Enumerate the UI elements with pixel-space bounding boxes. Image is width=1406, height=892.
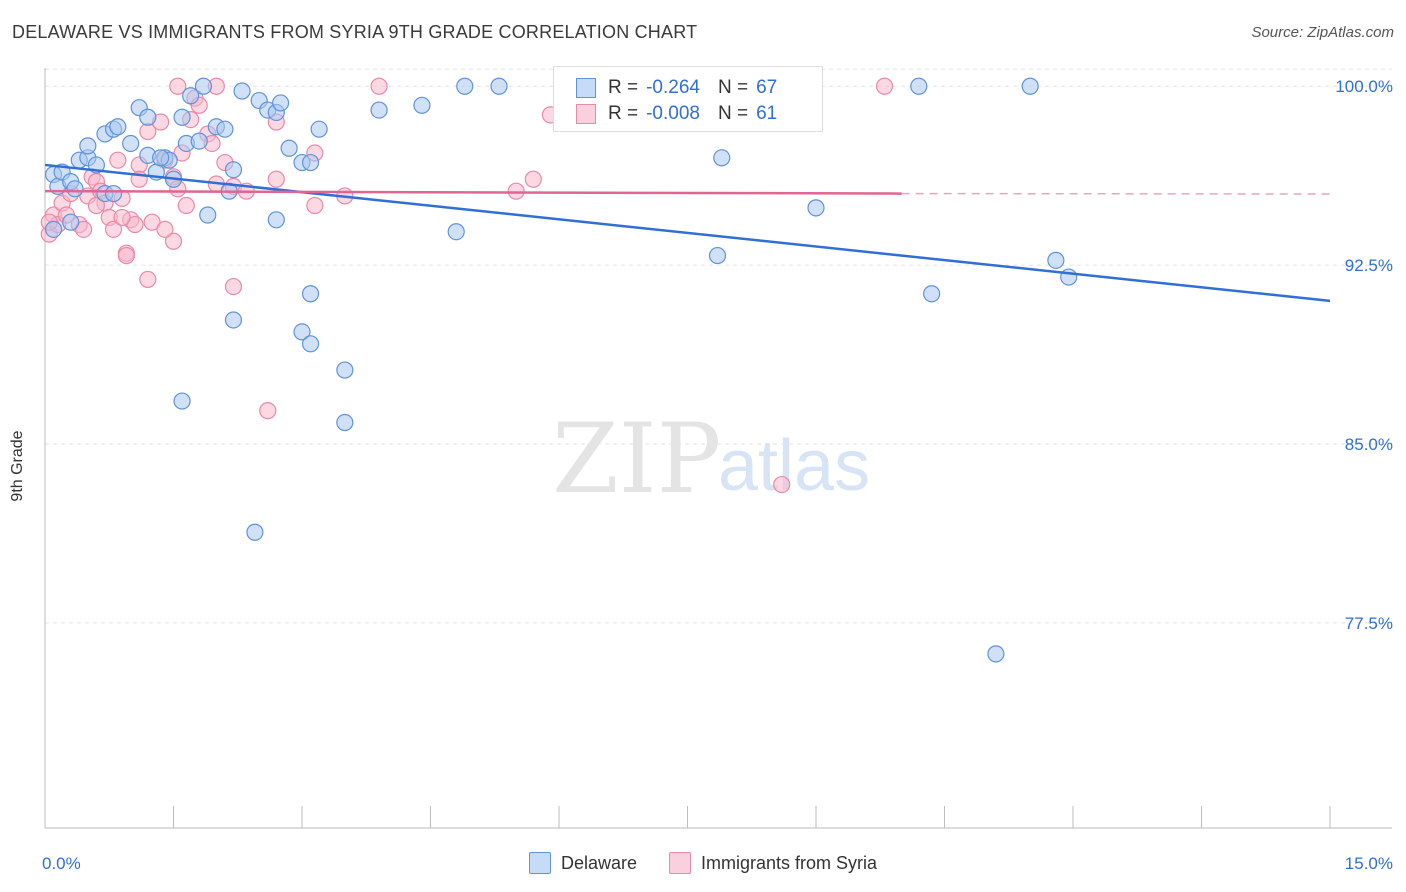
delaware-point [987, 645, 1005, 663]
series-legend: Delaware Immigrants from Syria [0, 852, 1406, 874]
delaware-point [122, 134, 140, 153]
syria-point [156, 220, 174, 238]
syria-point [177, 196, 195, 215]
n-value: 67 [756, 77, 778, 98]
delaware-point [173, 108, 191, 126]
x-tick-label: 15.0% [1345, 854, 1393, 873]
delaware-point [1047, 251, 1065, 269]
delaware-point [109, 118, 127, 136]
syria-point [109, 151, 127, 169]
delaware-point [447, 223, 465, 241]
syria-swatch [576, 104, 596, 124]
r-value: -0.008 [646, 103, 700, 124]
delaware-point [490, 77, 508, 95]
delaware-point [66, 180, 84, 198]
syria-point [104, 220, 123, 238]
delaware-point [267, 211, 285, 229]
delaware-point [79, 137, 97, 155]
delaware-point [910, 77, 928, 95]
syria-point [259, 402, 277, 420]
watermark-zip: ZIP [552, 403, 721, 515]
delaware-point [301, 153, 320, 172]
delaware-point [336, 361, 354, 379]
delaware-swatch [576, 78, 596, 98]
syria-point [524, 170, 542, 188]
delaware-point [152, 149, 170, 167]
delaware-point [271, 94, 290, 112]
syria-point [126, 215, 144, 234]
y-tick-label: 92.5% [1345, 256, 1393, 275]
source-credit: Source: ZipAtlas.com [1251, 24, 1394, 41]
syria-point [113, 208, 131, 227]
syria-point [143, 213, 161, 231]
delaware-point [301, 285, 320, 303]
syria-point [164, 232, 183, 250]
delaware-point [708, 246, 727, 265]
delaware-point [246, 523, 264, 541]
syria-point [117, 246, 135, 265]
syria-point [773, 475, 791, 494]
delaware-point [190, 132, 208, 150]
delaware-point [62, 213, 80, 231]
delaware-point [139, 108, 157, 126]
stats-legend: R = -0.264 N = 67 R = -0.008 N = 61 [553, 66, 823, 132]
delaware-point [713, 149, 731, 167]
watermark-atlas: atlas [718, 426, 870, 506]
legend-label: Immigrants from Syria [701, 852, 878, 873]
x-tick-label: 0.0% [42, 854, 81, 873]
delaware-point [456, 77, 474, 95]
delaware-point [293, 323, 311, 341]
syria-point [87, 196, 106, 215]
y-axis-label: 9th Grade [9, 430, 26, 502]
syria-point [370, 77, 388, 95]
delaware-point [216, 120, 234, 138]
delaware-point [224, 161, 243, 179]
r-label: R = [608, 103, 639, 124]
y-tick-label: 100.0% [1335, 77, 1393, 96]
legend-label: Delaware [560, 852, 637, 873]
delaware-point [923, 285, 941, 303]
delaware-point [280, 139, 298, 157]
delaware-point [194, 77, 213, 95]
delaware-trend-line [44, 163, 1331, 303]
legend-item-syria[interactable]: Immigrants from Syria [669, 852, 877, 874]
r-label: R = [608, 77, 639, 98]
syria-point [224, 277, 243, 296]
syria-legend-swatch [669, 852, 691, 874]
legend-item-delaware[interactable]: Delaware [528, 852, 637, 874]
delaware-point [336, 413, 354, 432]
delaware-legend-swatch [528, 852, 551, 874]
syria-point [306, 196, 324, 215]
syria-point [267, 170, 285, 188]
chart-title: DELAWARE VS IMMIGRANTS FROM SYRIA 9TH GR… [12, 22, 698, 42]
delaware-point [301, 335, 320, 353]
syria-point [139, 270, 157, 289]
syria-point [74, 220, 93, 238]
syria-point [875, 77, 894, 95]
syria-point [507, 182, 525, 200]
delaware-point [224, 311, 243, 329]
delaware-point [370, 101, 388, 119]
syria-trend-line [44, 189, 902, 195]
delaware-point [310, 120, 328, 138]
delaware-point [233, 82, 251, 100]
delaware-point [1021, 77, 1039, 95]
n-value: 61 [756, 103, 778, 124]
delaware-point [173, 392, 191, 410]
y-tick-label: 77.5% [1345, 614, 1393, 633]
y-tick-label: 85.0% [1345, 435, 1393, 454]
delaware-point [807, 199, 825, 217]
delaware-point [182, 87, 200, 105]
delaware-point [104, 184, 123, 203]
n-label: N = [717, 103, 749, 124]
r-value: -0.264 [646, 77, 700, 98]
delaware-point [44, 220, 63, 238]
stats-row-syria: R = -0.008 N = 61 [576, 101, 777, 127]
syria-point [169, 77, 187, 95]
n-label: N = [717, 77, 749, 98]
stats-row-delaware: R = -0.264 N = 67 [576, 75, 777, 101]
delaware-point [413, 96, 431, 114]
delaware-point [199, 206, 217, 224]
